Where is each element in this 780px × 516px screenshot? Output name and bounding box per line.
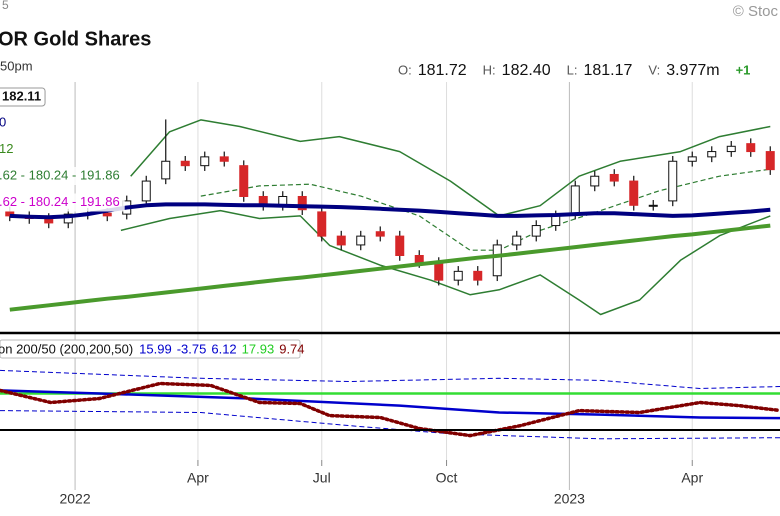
legend-bg [0,114,12,132]
x-tick-label: Oct [436,470,458,486]
quote-label: L: [567,62,578,77]
legend-text: .62 - 180.24 - 191.86 [0,167,120,182]
candle-body [180,160,190,167]
x-tick-label: Jul [313,470,331,486]
chart-title: OR Gold Shares [0,28,151,50]
indicator-value: 9.74 [279,341,304,356]
x-tick-label: Apr [681,470,703,486]
line-series [200,168,771,251]
indicator-value: 17.93 [242,341,275,356]
legend-bg [0,167,125,185]
legend-bg [0,140,19,159]
candle-body [512,235,522,246]
line-series [9,202,771,220]
candle-body [687,156,697,162]
quote-label: V: [648,62,660,77]
line-series [0,381,780,438]
candle-body [648,204,658,207]
year-label: 2023 [554,491,585,507]
legend-text: 0 [0,114,6,129]
quote-value: 3.977m [666,62,719,79]
line-series [9,223,771,312]
x-tick-label: Apr [187,470,209,486]
indicator-value: 6.12 [211,341,236,356]
candle-body [63,213,73,224]
quote-label: +1 [736,62,751,77]
candle-body [707,151,717,158]
candle-body [473,270,483,281]
candle-body [668,160,678,202]
candle-body [551,215,561,227]
candle-body [395,235,405,256]
candle-body [746,143,756,153]
candle-body [297,195,307,211]
candle-body [765,151,775,171]
candle-body [434,262,444,281]
line-series [130,119,771,217]
quote-value: 181.17 [583,62,632,79]
quote-label: O: [398,62,412,77]
corner-text: 5 [2,0,9,12]
candle-body [590,175,600,187]
legend-text: .62 - 180.24 - 191.86 [0,194,120,209]
year-label: 2022 [59,491,90,507]
candle-body [102,212,112,217]
candle-body [239,165,249,197]
candle-body [531,225,541,237]
price-label-box [0,87,46,107]
candle-body [356,235,366,246]
price-label: 182.11 [2,88,41,103]
line-series [0,369,780,389]
indicator-title: on 200/50 (200,200,50) [0,341,133,356]
line-series [0,410,780,440]
legend-text: 12 [0,141,13,156]
candle-body [570,185,580,215]
candle-body [414,254,424,264]
candle-body [492,244,502,277]
candle-body [336,235,346,246]
candle-body [141,180,151,202]
quote-value: 182.40 [502,62,551,79]
indicator-value: 15.99 [139,341,172,356]
candle-body [200,156,210,167]
candle-body [726,145,736,153]
quote-label: H: [483,62,496,77]
indicator-value: -3.75 [177,341,207,356]
candle-body [5,211,15,217]
candle-body [629,180,639,206]
line-series [0,389,780,420]
line-series [120,209,771,316]
quote-value: 181.72 [418,62,467,79]
candle-body [609,173,619,182]
candle-body [219,156,229,162]
time: 50pm [0,58,33,73]
copyright: © Stoc [733,3,779,20]
legend-bg [0,193,125,212]
indicator-legend-bg [0,339,301,359]
candle-body [317,211,327,237]
candle-body [453,270,463,281]
candle-body [161,160,171,180]
candle-body [375,231,385,237]
